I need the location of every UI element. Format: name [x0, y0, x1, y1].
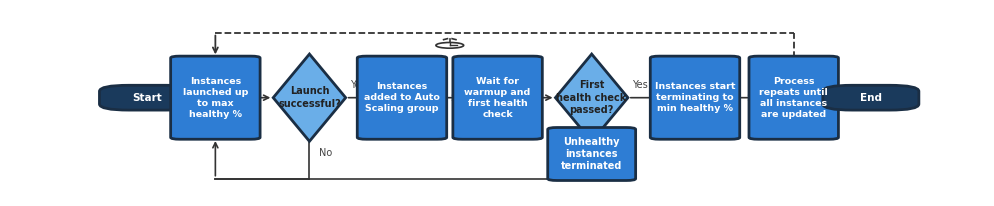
Text: Start: Start: [132, 93, 162, 103]
Text: Process
repeats until
all instances
are updated: Process repeats until all instances are …: [758, 77, 827, 119]
Text: Yes: Yes: [349, 80, 365, 90]
Text: First
health check
passed?: First health check passed?: [556, 80, 626, 115]
Text: Unhealthy
instances
terminated: Unhealthy instances terminated: [561, 137, 621, 171]
Text: Instances
added to Auto
Scaling group: Instances added to Auto Scaling group: [364, 82, 439, 113]
Text: No: No: [318, 148, 332, 158]
Text: Instances
launched up
to max
healthy %: Instances launched up to max healthy %: [183, 77, 248, 119]
FancyBboxPatch shape: [357, 56, 446, 139]
Text: Wait for
warmup and
first health
check: Wait for warmup and first health check: [464, 77, 530, 119]
Polygon shape: [273, 54, 345, 141]
Circle shape: [435, 42, 463, 48]
FancyBboxPatch shape: [99, 85, 196, 110]
Text: Instances start
terminating to
min healthy %: Instances start terminating to min healt…: [654, 82, 735, 113]
Text: No: No: [598, 146, 612, 156]
FancyBboxPatch shape: [547, 128, 635, 180]
Text: Launch
successful?: Launch successful?: [277, 87, 341, 109]
FancyBboxPatch shape: [748, 56, 838, 139]
Polygon shape: [555, 54, 627, 141]
FancyBboxPatch shape: [822, 85, 917, 110]
FancyBboxPatch shape: [171, 56, 259, 139]
Text: Yes: Yes: [631, 80, 647, 90]
FancyBboxPatch shape: [650, 56, 739, 139]
FancyBboxPatch shape: [452, 56, 542, 139]
Text: End: End: [859, 93, 881, 103]
